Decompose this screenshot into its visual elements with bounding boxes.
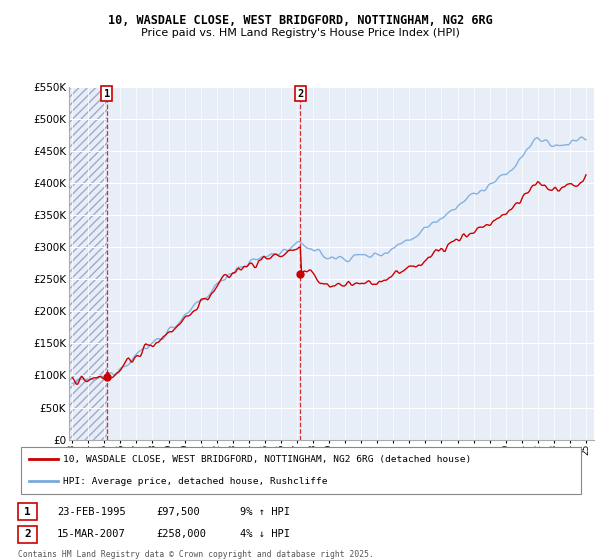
Text: 23-FEB-1995: 23-FEB-1995 — [57, 507, 126, 517]
Text: 1: 1 — [104, 88, 110, 99]
Polygon shape — [69, 87, 107, 440]
Text: HPI: Average price, detached house, Rushcliffe: HPI: Average price, detached house, Rush… — [64, 477, 328, 486]
Text: £97,500: £97,500 — [156, 507, 200, 517]
Text: £258,000: £258,000 — [156, 529, 206, 539]
Text: 2: 2 — [24, 529, 31, 539]
Text: Contains HM Land Registry data © Crown copyright and database right 2025.
This d: Contains HM Land Registry data © Crown c… — [18, 550, 374, 560]
Text: 1: 1 — [24, 507, 31, 517]
Text: 10, WASDALE CLOSE, WEST BRIDGFORD, NOTTINGHAM, NG2 6RG (detached house): 10, WASDALE CLOSE, WEST BRIDGFORD, NOTTI… — [64, 455, 472, 464]
Text: 10, WASDALE CLOSE, WEST BRIDGFORD, NOTTINGHAM, NG2 6RG: 10, WASDALE CLOSE, WEST BRIDGFORD, NOTTI… — [107, 14, 493, 27]
Text: Price paid vs. HM Land Registry's House Price Index (HPI): Price paid vs. HM Land Registry's House … — [140, 28, 460, 38]
FancyBboxPatch shape — [21, 447, 581, 493]
Text: 9% ↑ HPI: 9% ↑ HPI — [240, 507, 290, 517]
Text: 2: 2 — [297, 88, 304, 99]
Text: 15-MAR-2007: 15-MAR-2007 — [57, 529, 126, 539]
Text: 4% ↓ HPI: 4% ↓ HPI — [240, 529, 290, 539]
